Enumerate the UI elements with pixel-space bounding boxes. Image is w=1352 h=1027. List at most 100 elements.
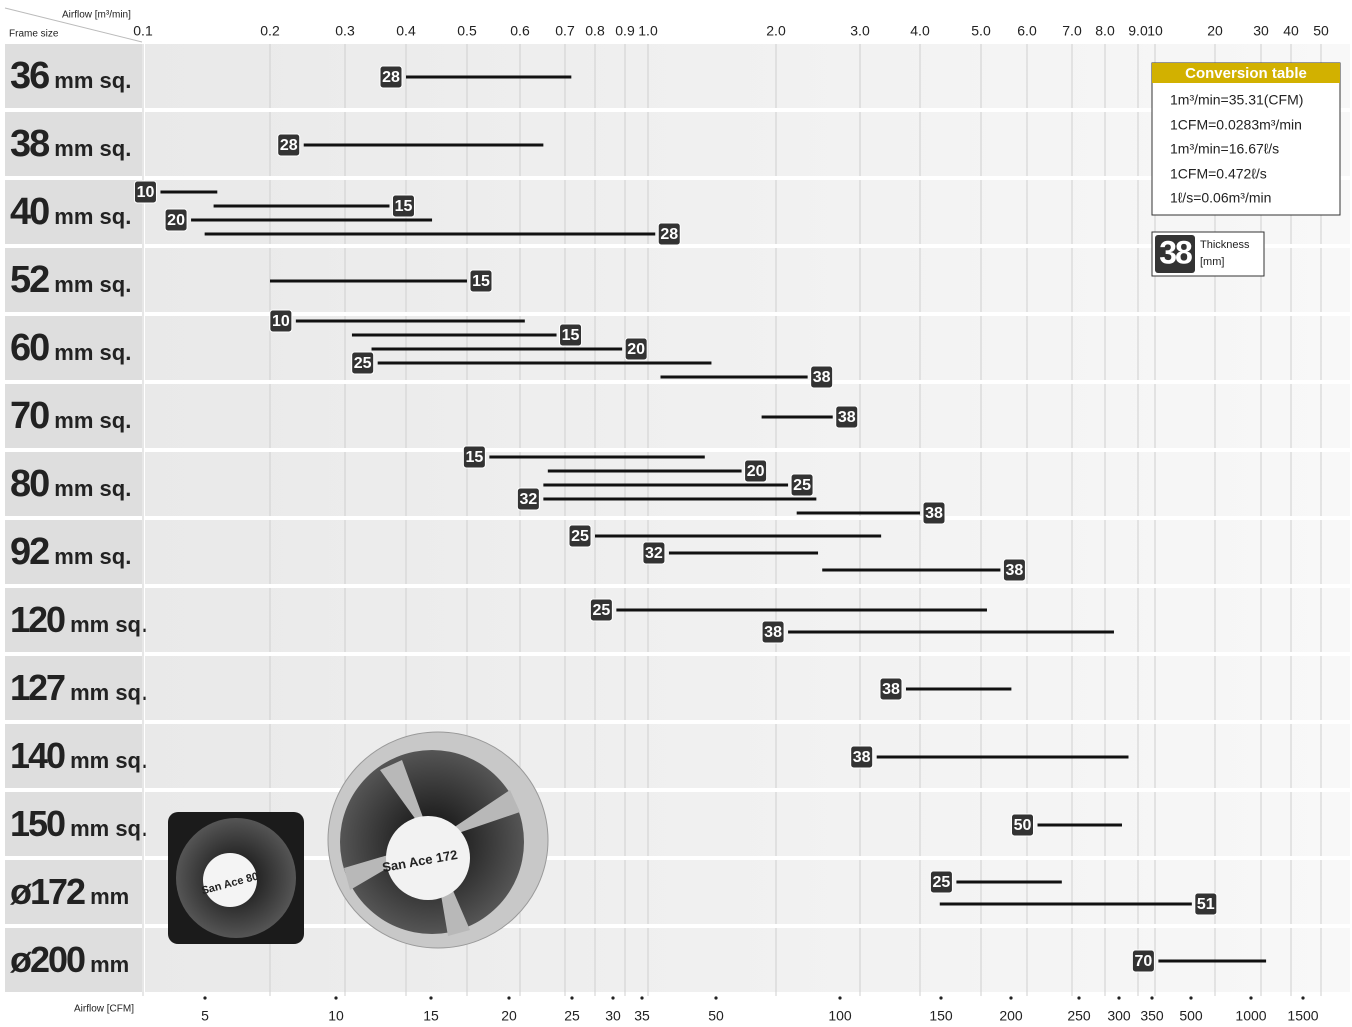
row-separator [145, 516, 1350, 520]
row-label: 92 mm sq. [10, 531, 131, 573]
x-axis-label: Airflow [m³/min] [62, 10, 131, 21]
frame-unit: mm sq. [70, 748, 147, 773]
x2-tick-mark [203, 996, 207, 1000]
thickness-label: 20 [747, 463, 765, 480]
thickness-label: 38 [882, 681, 900, 698]
row-label: 120 mm sq. [10, 599, 147, 640]
x-tick-label: 0.8 [585, 23, 605, 39]
x2-tick-label: 30 [605, 1008, 621, 1024]
frame-size: 80 [10, 463, 49, 505]
row-label-cell [5, 452, 142, 516]
thickness-label: 15 [395, 198, 413, 215]
row-label-cell [5, 180, 142, 244]
thickness-label: 15 [465, 449, 483, 466]
conversion-header [1152, 63, 1340, 83]
row-separator [145, 108, 1350, 112]
x-tick-label: 4.0 [910, 23, 930, 39]
thickness-badge [929, 870, 953, 894]
row-separators [145, 108, 1350, 928]
thickness-badge [1194, 892, 1218, 916]
row-label: ø172 mm [10, 871, 129, 912]
x-tick-label: 0.1 [133, 23, 153, 39]
row-separator [145, 788, 1350, 792]
thickness-label: 38 [1006, 562, 1024, 579]
x2-tick-label: 10 [328, 1008, 344, 1024]
x2-tick-label: 1000 [1235, 1008, 1266, 1024]
row-label-cell [5, 656, 142, 720]
frame-unit: mm sq. [54, 340, 131, 365]
thickness-label: 25 [793, 477, 811, 494]
thickness-badge [379, 65, 403, 89]
thickness-badge [133, 180, 157, 204]
frame-size: 52 [10, 259, 49, 301]
thickness-badge [516, 487, 540, 511]
thickness-label: 10 [272, 313, 290, 330]
thickness-label: 10 [137, 184, 155, 201]
frame-size: 40 [10, 191, 49, 233]
row-label: 40 mm sq. [10, 191, 131, 233]
row-label: 140 mm sq. [10, 735, 147, 776]
frame-unit: mm sq. [54, 408, 131, 433]
thickness-badge [810, 365, 834, 389]
row-separator [145, 312, 1350, 316]
conversion-line: 1m³/min=35.31(CFM) [1170, 92, 1303, 108]
row-label: 38 mm sq. [10, 123, 131, 165]
x2-tick-mark [1150, 996, 1154, 1000]
row-label-cell [5, 588, 142, 652]
row-label: 80 mm sq. [10, 463, 131, 505]
x2-tick-mark [429, 996, 433, 1000]
x2-tick-label: 350 [1140, 1008, 1164, 1024]
frame-unit: mm sq. [54, 136, 131, 161]
row-label: 127 mm sq. [10, 667, 147, 708]
frame-size: 127 [10, 667, 65, 708]
thickness-label: 38 [838, 409, 856, 426]
x-tick-label: 0.7 [555, 23, 575, 39]
x2-tick-label: 100 [828, 1008, 852, 1024]
fan-photo-small: San Ace 80 [168, 812, 304, 944]
thickness-label: 51 [1197, 896, 1215, 913]
row-label-cell [5, 860, 142, 924]
x2-tick-label: 20 [501, 1008, 517, 1024]
row-separator [145, 244, 1350, 248]
thickness-badge [164, 208, 188, 232]
row-separator [145, 380, 1350, 384]
x-tick-label: 2.0 [766, 23, 786, 39]
conversion-line: 1CFM=0.0283m³/min [1170, 117, 1302, 133]
thickness-badge [589, 598, 613, 622]
row-plot-cell [145, 724, 1350, 788]
row-plot-cell [145, 44, 1350, 108]
x2-tick-label: 250 [1067, 1008, 1091, 1024]
conversion-line: 1m³/min=16.67ℓ/s [1170, 141, 1279, 157]
frame-size: 150 [10, 803, 65, 844]
thickness-badge [469, 269, 493, 293]
thickness-label: 32 [519, 491, 537, 508]
row-separator [145, 584, 1350, 588]
row-label-cell [5, 792, 142, 856]
x2-tick-mark [1301, 996, 1305, 1000]
row-separator [145, 720, 1350, 724]
x2-tick-label: 300 [1107, 1008, 1131, 1024]
y-axis-label: Frame size [9, 29, 59, 40]
x2-tick-mark [640, 996, 644, 1000]
thickness-badge [657, 222, 681, 246]
frame-size: ø200 [10, 939, 85, 980]
frame-size: 120 [10, 599, 65, 640]
frame-unit: mm sq. [54, 204, 131, 229]
row-label: 36 mm sq. [10, 55, 131, 97]
legend-swatch [1155, 235, 1195, 273]
frame-size: ø172 [10, 871, 85, 912]
x-tick-label: 0.5 [457, 23, 477, 39]
thickness-label: 28 [382, 69, 400, 86]
thickness-badge [790, 473, 814, 497]
x2-tick-label: 15 [423, 1008, 439, 1024]
row-separator [145, 652, 1350, 656]
thickness-label: 50 [1014, 817, 1032, 834]
thickness-badge [835, 405, 859, 429]
x2-axis-label: Airflow [CFM] [74, 1004, 134, 1015]
x-tick-label: 9.0 [1128, 23, 1148, 39]
row-label: ø200 mm [10, 939, 129, 980]
x2-tick-label: 1500 [1287, 1008, 1318, 1024]
x2-tick-label: 50 [708, 1008, 724, 1024]
thickness-label: 70 [1134, 953, 1152, 970]
